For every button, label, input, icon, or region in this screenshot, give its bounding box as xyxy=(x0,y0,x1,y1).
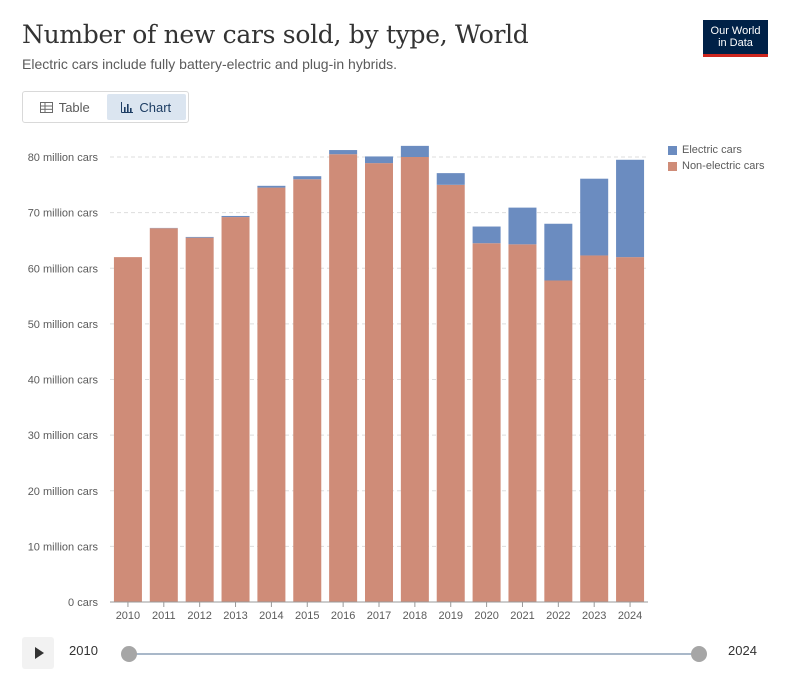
y-tick-label: 0 cars xyxy=(68,597,98,609)
legend-swatch-electric xyxy=(668,145,677,155)
x-tick-label: 2011 xyxy=(152,610,176,622)
y-tick-label: 40 million cars xyxy=(28,375,99,387)
x-tick-label: 2010 xyxy=(116,610,140,622)
view-tabs: Table Chart xyxy=(22,91,189,123)
bar-electric xyxy=(221,215,250,218)
bar-electric xyxy=(185,236,214,238)
owid-logo[interactable]: Our World in Data xyxy=(703,20,768,57)
legend-item-non-electric[interactable]: Non-electric cars xyxy=(668,158,765,174)
x-tick-label: 2020 xyxy=(474,610,498,622)
timeline-start-label: 2010 xyxy=(69,643,98,658)
timeline-start-handle[interactable] xyxy=(121,646,137,662)
x-tick-label: 2021 xyxy=(510,610,534,622)
bar-non-electric xyxy=(472,243,501,602)
bar-non-electric xyxy=(257,187,286,602)
tab-chart[interactable]: Chart xyxy=(106,94,186,120)
bar-electric xyxy=(365,156,393,164)
bar-electric xyxy=(616,159,645,258)
bar-electric xyxy=(472,226,501,244)
x-tick-label: 2016 xyxy=(331,610,355,622)
y-tick-label: 80 million cars xyxy=(28,152,99,164)
x-tick-label: 2018 xyxy=(403,610,427,622)
bar-electric xyxy=(508,207,537,245)
bar-non-electric xyxy=(113,257,142,602)
bar-electric xyxy=(400,145,429,157)
legend-label-non-electric: Non-electric cars xyxy=(682,160,765,172)
bar-non-electric xyxy=(293,179,322,602)
x-tick-label: 2014 xyxy=(259,610,283,622)
bar-electric xyxy=(544,223,573,281)
chart-legend: Electric cars Non-electric cars xyxy=(668,142,765,174)
timeline-track[interactable] xyxy=(128,653,699,655)
bar-non-electric xyxy=(149,228,178,602)
bar-non-electric xyxy=(616,257,645,602)
y-tick-label: 30 million cars xyxy=(28,430,99,442)
bar-non-electric xyxy=(436,184,465,602)
y-tick-label: 70 million cars xyxy=(28,208,99,220)
bar-chart-icon xyxy=(121,101,134,113)
legend-swatch-non-electric xyxy=(668,161,677,171)
y-tick-label: 10 million cars xyxy=(28,541,99,553)
bar-electric xyxy=(329,150,358,155)
timeline-end-label: 2024 xyxy=(728,643,757,658)
legend-label-electric: Electric cars xyxy=(682,144,742,156)
x-tick-label: 2013 xyxy=(223,610,247,622)
bar-non-electric xyxy=(365,163,393,602)
tab-table-label: Table xyxy=(58,99,90,115)
x-tick-label: 2012 xyxy=(187,610,211,622)
bar-electric xyxy=(293,176,322,180)
tab-chart-label: Chart xyxy=(139,99,172,115)
play-button[interactable] xyxy=(22,637,54,669)
chart-title: Number of new cars sold, by type, World xyxy=(22,20,529,49)
legend-item-electric[interactable]: Electric cars xyxy=(668,142,765,158)
play-icon xyxy=(35,647,44,659)
bar-non-electric xyxy=(580,255,609,603)
bar-electric xyxy=(580,178,609,256)
bar-chart: 0 cars 10 million cars 20 million cars 30 m… xyxy=(28,145,648,622)
x-tick-label: 2017 xyxy=(367,610,391,622)
logo-line-1: Our World xyxy=(710,25,761,37)
bar-electric xyxy=(257,185,286,188)
x-tick-label: 2024 xyxy=(618,610,642,622)
bar-non-electric xyxy=(329,154,358,602)
y-tick-label: 50 million cars xyxy=(28,319,99,331)
bar-non-electric xyxy=(221,217,250,602)
y-tick-label: 20 million cars xyxy=(28,486,99,498)
x-tick-label: 2015 xyxy=(295,610,319,622)
x-tick-label: 2023 xyxy=(582,610,606,622)
logo-line-2: in Data xyxy=(718,37,753,49)
bar-non-electric xyxy=(185,237,214,602)
table-icon xyxy=(39,101,53,113)
tab-table[interactable]: Table xyxy=(25,94,105,120)
bar-electric xyxy=(436,173,465,185)
timeline-end-handle[interactable] xyxy=(691,646,707,662)
y-tick-label: 60 million cars xyxy=(28,263,99,275)
bar-non-electric xyxy=(508,244,537,603)
bar-non-electric xyxy=(400,157,429,602)
chart-subtitle: Electric cars include fully battery-elec… xyxy=(22,56,398,72)
bar-non-electric xyxy=(544,280,573,602)
x-tick-label: 2022 xyxy=(546,610,570,622)
x-tick-label: 2019 xyxy=(438,610,462,622)
